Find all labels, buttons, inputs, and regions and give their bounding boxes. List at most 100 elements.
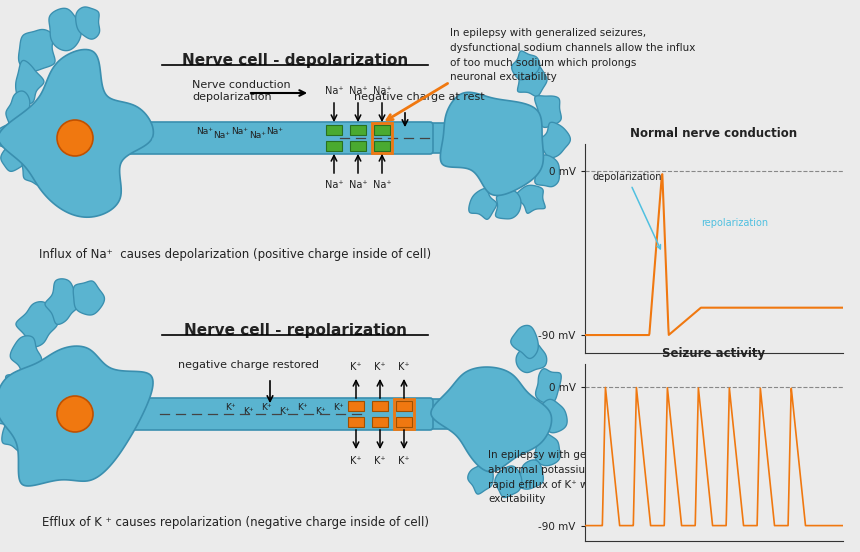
Polygon shape [51, 164, 77, 189]
Text: Na⁺: Na⁺ [348, 86, 367, 96]
Polygon shape [518, 64, 547, 97]
Polygon shape [36, 379, 64, 412]
Text: K⁺: K⁺ [398, 362, 410, 372]
Text: K⁺: K⁺ [279, 406, 289, 416]
Text: K⁺: K⁺ [350, 362, 362, 372]
Bar [396, 401, 412, 411]
Polygon shape [0, 124, 21, 154]
Polygon shape [70, 103, 96, 138]
Text: Na⁺: Na⁺ [325, 180, 343, 190]
Polygon shape [15, 61, 44, 104]
Polygon shape [49, 8, 82, 51]
Polygon shape [1, 145, 29, 171]
Bar [394, 399, 414, 429]
Polygon shape [0, 399, 21, 427]
Title: Normal nerve conduction: Normal nerve conduction [630, 126, 797, 140]
Text: negative charge restored: negative charge restored [178, 360, 319, 370]
Polygon shape [535, 95, 562, 128]
Circle shape [57, 120, 93, 156]
Text: Na⁺: Na⁺ [213, 130, 230, 140]
Text: Influx of Na⁺  causes depolarization (positive charge inside of cell): Influx of Na⁺ causes depolarization (pos… [39, 248, 431, 261]
Text: K⁺: K⁺ [243, 406, 254, 416]
Text: Na⁺: Na⁺ [348, 180, 367, 190]
Polygon shape [469, 189, 497, 219]
Text: repolarization: repolarization [701, 217, 768, 227]
Text: Na⁺: Na⁺ [325, 86, 343, 96]
Text: K⁺: K⁺ [374, 456, 386, 466]
Text: In epilepsy with generalized seizures,
dysfunctional sodium channels allow the i: In epilepsy with generalized seizures, d… [450, 28, 696, 82]
Bar [348, 401, 364, 411]
Bar [372, 401, 388, 411]
Polygon shape [540, 122, 570, 158]
Text: Nerve cell - repolarization: Nerve cell - repolarization [183, 322, 407, 337]
Polygon shape [516, 342, 547, 373]
Polygon shape [2, 419, 30, 451]
Text: K⁺: K⁺ [297, 402, 307, 411]
Polygon shape [535, 155, 559, 187]
Bar [326, 141, 342, 151]
Polygon shape [440, 92, 544, 195]
Text: Nerve conduction
depolarization: Nerve conduction depolarization [192, 80, 291, 102]
Text: Nerve cell - depolarization: Nerve cell - depolarization [181, 52, 408, 67]
Bar [372, 123, 392, 153]
Bar [374, 141, 390, 151]
Polygon shape [34, 103, 62, 135]
Polygon shape [70, 379, 92, 410]
Text: K⁺: K⁺ [261, 402, 271, 411]
Bar [350, 125, 366, 135]
Text: K⁺: K⁺ [350, 456, 362, 466]
Text: depolarization: depolarization [593, 172, 662, 249]
FancyBboxPatch shape [115, 398, 433, 430]
Text: Na⁺: Na⁺ [196, 126, 213, 135]
Text: Na⁺: Na⁺ [249, 130, 267, 140]
Polygon shape [535, 433, 560, 466]
Text: K⁺: K⁺ [374, 362, 386, 372]
Text: Na⁺: Na⁺ [372, 180, 391, 190]
Polygon shape [16, 302, 58, 347]
Polygon shape [73, 281, 104, 315]
Polygon shape [10, 336, 41, 378]
Polygon shape [515, 185, 545, 213]
Text: K⁺: K⁺ [333, 402, 343, 411]
Title: Seizure activity: Seizure activity [662, 347, 765, 360]
Polygon shape [22, 157, 49, 185]
Polygon shape [52, 440, 80, 470]
Polygon shape [6, 374, 30, 405]
FancyBboxPatch shape [423, 399, 487, 429]
Polygon shape [81, 440, 104, 465]
Polygon shape [0, 50, 153, 217]
Polygon shape [468, 463, 494, 494]
Polygon shape [0, 346, 153, 486]
Polygon shape [512, 51, 540, 80]
Text: Na⁺: Na⁺ [231, 126, 249, 135]
Circle shape [57, 396, 93, 432]
Text: negative charge at rest: negative charge at rest [354, 92, 485, 102]
Polygon shape [78, 160, 105, 190]
Text: In epilepsy with generalized seizures,
abnormal potassium channels slow the
rapi: In epilepsy with generalized seizures, a… [488, 450, 709, 505]
Text: K⁺: K⁺ [398, 456, 410, 466]
Polygon shape [494, 466, 522, 497]
Polygon shape [19, 29, 55, 71]
Polygon shape [518, 460, 544, 489]
Polygon shape [536, 369, 562, 404]
Polygon shape [45, 279, 81, 325]
FancyBboxPatch shape [115, 122, 433, 154]
Text: Na⁺: Na⁺ [267, 126, 284, 135]
Polygon shape [76, 7, 100, 39]
Bar [348, 417, 364, 427]
Text: K⁺: K⁺ [315, 406, 325, 416]
Polygon shape [6, 91, 30, 131]
Polygon shape [495, 190, 521, 219]
Polygon shape [22, 433, 47, 463]
Bar [350, 141, 366, 151]
Text: Efflux of K ⁺ causes repolarization (negative charge inside of cell): Efflux of K ⁺ causes repolarization (neg… [41, 516, 428, 529]
Polygon shape [511, 325, 538, 358]
FancyBboxPatch shape [423, 123, 487, 153]
Text: K⁺: K⁺ [224, 402, 236, 411]
Bar [396, 417, 412, 427]
Polygon shape [538, 399, 567, 433]
Polygon shape [431, 367, 551, 472]
Text: Na⁺: Na⁺ [372, 86, 391, 96]
Bar [374, 125, 390, 135]
Bar [326, 125, 342, 135]
